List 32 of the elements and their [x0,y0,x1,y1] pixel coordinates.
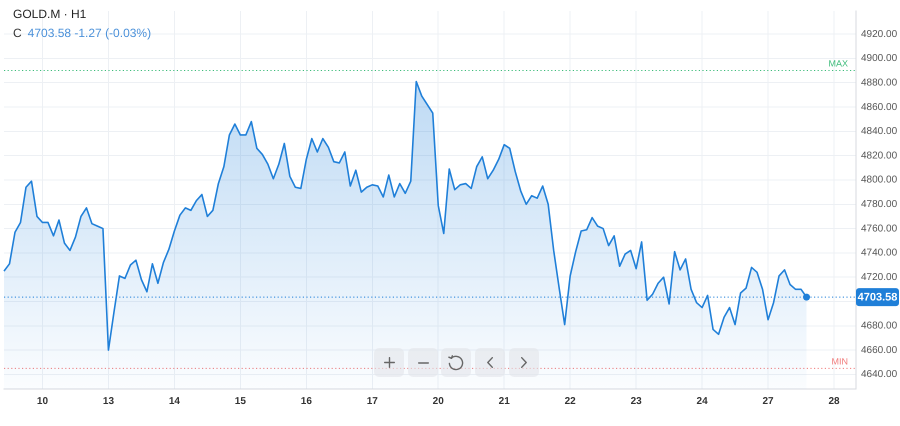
y-tick-label: 4800.00 [861,174,898,186]
ref-line-label: MIN [832,356,848,366]
y-tick-label: 4860.00 [861,102,898,113]
y-tick-label: 4840.00 [861,126,898,138]
x-tick-label: 16 [300,396,312,407]
x-tick-label: 10 [36,396,48,407]
x-tick-label: 22 [564,396,576,407]
y-tick-label: 4740.00 [861,248,898,259]
x-tick-label: 27 [762,396,774,407]
y-tick-label: 4820.00 [861,150,898,162]
y-tick-label: 4780.00 [861,199,898,210]
x-tick-label: 28 [828,396,840,407]
x-tick-label: 17 [366,396,378,407]
y-tick-label: 4680.00 [861,320,898,332]
y-tick-label: 4880.00 [861,77,898,88]
y-tick-label: 4920.00 [861,28,898,40]
x-tick-label: 23 [630,396,642,407]
x-tick-label: 21 [498,396,510,407]
text: C 4703.58 -1.27 (-0.03%) [13,26,152,40]
y-tick-label: 4660.00 [861,344,898,356]
y-tick-label: 4640.00 [861,369,898,380]
x-tick-label: 24 [696,396,708,407]
y-tick-label: 4720.00 [861,272,898,283]
x-tick-label: 20 [432,396,444,407]
y-tick-label: 4900.00 [861,53,898,64]
x-tick-label: 15 [234,396,246,407]
chart-title: GOLD.M · H1 [13,7,87,21]
x-tick-label: 13 [102,396,114,407]
annotation: 4703.58 [858,292,898,304]
y-tick-label: 4760.00 [861,223,898,234]
ref-line-label: MAX [828,58,848,69]
x-tick-label: 14 [168,396,180,407]
